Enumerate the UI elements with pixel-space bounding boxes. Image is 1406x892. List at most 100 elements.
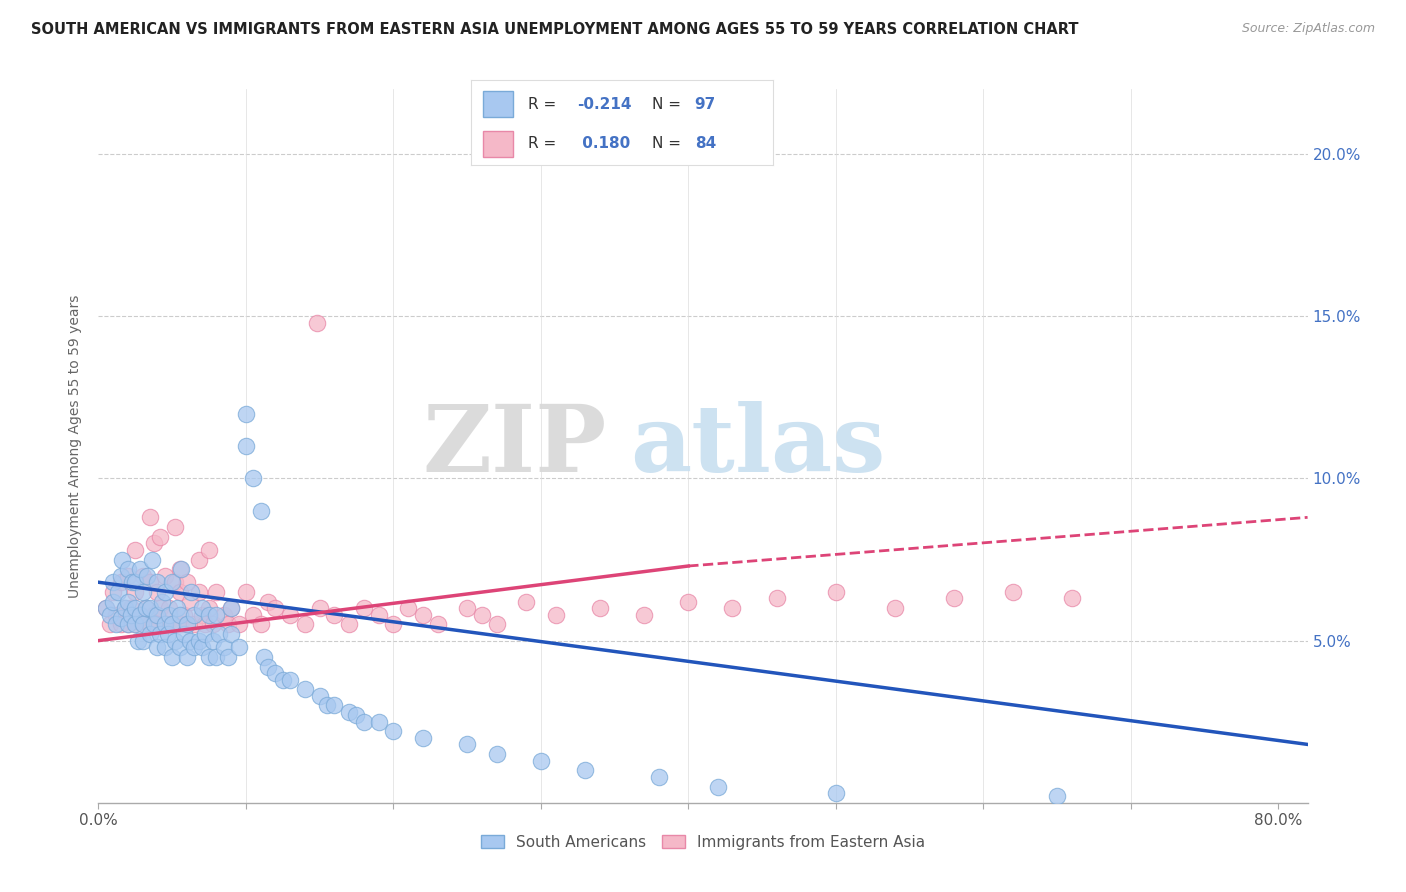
- Point: [107, 585, 129, 599]
- Point: [183, 607, 205, 622]
- Point: [249, 617, 271, 632]
- Point: [131, 617, 153, 632]
- Point: [136, 568, 159, 582]
- Point: [139, 617, 162, 632]
- Point: [883, 601, 905, 615]
- Point: [160, 617, 183, 632]
- Point: [166, 601, 188, 615]
- Point: [146, 575, 169, 590]
- Point: [187, 552, 209, 566]
- Point: [515, 595, 537, 609]
- Point: [574, 764, 596, 778]
- Point: [105, 607, 128, 622]
- Point: [706, 780, 728, 794]
- Point: [131, 633, 153, 648]
- Point: [153, 640, 176, 654]
- Point: [235, 439, 257, 453]
- Point: [114, 601, 136, 615]
- Point: [187, 633, 209, 648]
- Text: N =: N =: [652, 96, 686, 112]
- Point: [316, 698, 339, 713]
- Point: [308, 689, 330, 703]
- Point: [101, 595, 124, 609]
- Legend: South Americans, Immigrants from Eastern Asia: South Americans, Immigrants from Eastern…: [475, 829, 931, 855]
- Point: [198, 601, 221, 615]
- Point: [294, 682, 316, 697]
- Point: [146, 585, 169, 599]
- Point: [157, 607, 180, 622]
- Point: [143, 617, 166, 632]
- Point: [179, 595, 201, 609]
- Point: [264, 666, 287, 681]
- Point: [278, 607, 301, 622]
- Point: [176, 617, 198, 632]
- Point: [323, 607, 346, 622]
- Point: [198, 607, 221, 622]
- Point: [120, 607, 142, 622]
- Point: [176, 649, 198, 664]
- Point: [412, 607, 434, 622]
- Point: [208, 627, 231, 641]
- Point: [131, 617, 153, 632]
- Point: [117, 617, 139, 632]
- Point: [149, 530, 172, 544]
- Point: [198, 649, 221, 664]
- Point: [173, 607, 195, 622]
- Point: [942, 591, 965, 606]
- Point: [170, 562, 193, 576]
- Point: [153, 585, 176, 599]
- Point: [485, 747, 508, 761]
- Point: [337, 617, 360, 632]
- Point: [242, 471, 264, 485]
- FancyBboxPatch shape: [484, 91, 513, 117]
- Point: [121, 575, 143, 590]
- Point: [353, 714, 375, 729]
- Point: [190, 601, 212, 615]
- Point: [146, 617, 169, 632]
- Point: [110, 575, 132, 590]
- Text: SOUTH AMERICAN VS IMMIGRANTS FROM EASTERN ASIA UNEMPLOYMENT AMONG AGES 55 TO 59 : SOUTH AMERICAN VS IMMIGRANTS FROM EASTER…: [31, 22, 1078, 37]
- Point: [180, 585, 202, 599]
- Text: 97: 97: [695, 96, 716, 112]
- Point: [217, 649, 239, 664]
- Point: [117, 568, 139, 582]
- Point: [485, 617, 508, 632]
- Point: [169, 607, 191, 622]
- Point: [117, 595, 139, 609]
- Point: [219, 601, 242, 615]
- Point: [153, 617, 176, 632]
- Point: [183, 617, 205, 632]
- Point: [101, 575, 124, 590]
- Point: [149, 601, 172, 615]
- Point: [205, 649, 228, 664]
- Point: [114, 601, 136, 615]
- Point: [139, 627, 162, 641]
- Point: [101, 585, 124, 599]
- Point: [257, 659, 280, 673]
- Point: [308, 601, 330, 615]
- Point: [169, 585, 191, 599]
- Point: [131, 585, 153, 599]
- Point: [150, 595, 173, 609]
- Point: [205, 585, 228, 599]
- Point: [135, 601, 157, 615]
- Point: [111, 552, 134, 566]
- Point: [346, 708, 368, 723]
- Point: [173, 627, 195, 641]
- Point: [156, 627, 179, 641]
- Point: [146, 607, 169, 622]
- Point: [160, 617, 183, 632]
- Point: [124, 585, 146, 599]
- Point: [219, 601, 242, 615]
- Point: [382, 617, 405, 632]
- Text: Source: ZipAtlas.com: Source: ZipAtlas.com: [1241, 22, 1375, 36]
- Point: [426, 617, 449, 632]
- Point: [124, 617, 146, 632]
- FancyBboxPatch shape: [484, 131, 513, 157]
- Point: [305, 316, 328, 330]
- Point: [169, 640, 191, 654]
- Point: [120, 601, 142, 615]
- Point: [149, 627, 172, 641]
- Point: [139, 575, 162, 590]
- Point: [141, 552, 163, 566]
